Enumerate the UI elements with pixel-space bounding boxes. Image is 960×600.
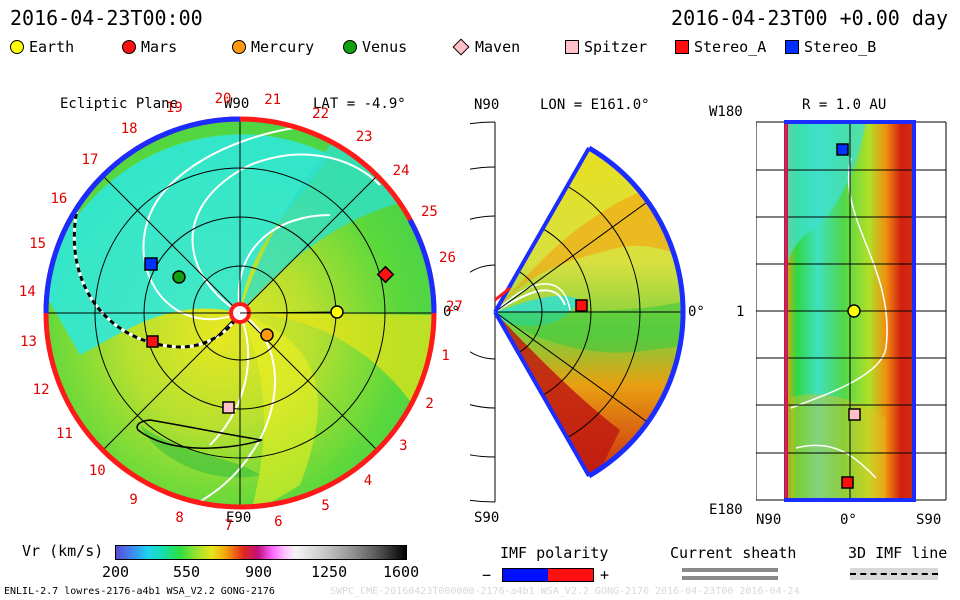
carrington-label: 17 <box>81 151 99 168</box>
colorbar-tick-1250: 1250 <box>311 563 348 581</box>
current-sheath-line-2 <box>682 576 778 580</box>
ecliptic-right-label: 0° <box>443 304 460 320</box>
radial-earth-marker <box>847 304 861 318</box>
carrington-label: 10 <box>88 463 106 480</box>
radial-r-label: R = 1.0 AU <box>802 97 887 113</box>
legend-spitzer: Spitzer <box>565 38 647 56</box>
carrington-label: 4 <box>363 472 373 489</box>
mars-marker-icon <box>122 40 136 54</box>
radial-spitzer-marker <box>848 408 861 421</box>
right-timestamp: 2016-04-23T00 +0.00 day <box>671 6 948 30</box>
radial-e180-label: E180 <box>709 502 743 518</box>
carrington-label: 23 <box>355 129 373 146</box>
meridional-s90-label: S90 <box>474 510 500 526</box>
imf-polarity-bar <box>502 568 594 582</box>
meridional-n90-label: N90 <box>474 97 500 113</box>
imf-polarity-title: IMF polarity <box>500 544 609 562</box>
meridional-panel <box>470 121 686 503</box>
imf3d-line-swatch <box>850 568 938 580</box>
carrington-label: 16 <box>50 190 68 207</box>
radial-stereo-b-marker <box>836 143 849 156</box>
mercury-marker-icon <box>232 40 246 54</box>
carrington-label: 21 <box>264 92 282 109</box>
carrington-label: 12 <box>32 381 50 398</box>
legend-mars: Mars <box>122 38 177 56</box>
carrington-label: 3 <box>399 437 408 454</box>
radial-zero-label: 0° <box>840 512 857 528</box>
model-info: ENLIL-2.7 lowres-2176-a4b1 WSA_V2.2 GONG… <box>4 586 275 597</box>
radial-panel <box>756 120 947 502</box>
ecliptic-title: Ecliptic Plane <box>60 96 179 112</box>
carrington-label: 2 <box>425 395 434 412</box>
carrington-label: 22 <box>312 105 330 122</box>
carrington-label: 20 <box>214 90 232 107</box>
imf-plus-label: + <box>600 566 610 584</box>
ecliptic-stereo-b-marker <box>144 257 158 271</box>
radial-n90-label: N90 <box>756 512 782 528</box>
colorbar-title: Vr (km/s) <box>22 542 104 560</box>
spitzer-marker-icon <box>565 40 579 54</box>
venus-marker-icon <box>343 40 357 54</box>
meridional-stereo-a-marker <box>575 299 588 312</box>
carrington-label: 7 <box>224 517 233 534</box>
legend-stereo-b: Stereo_B <box>785 38 876 56</box>
stereo-b-marker-icon <box>785 40 799 54</box>
ecliptic-top-label: W90 <box>224 96 250 112</box>
ecliptic-maven-marker <box>376 265 395 284</box>
carrington-label: 18 <box>120 121 138 138</box>
radial-s90-label: S90 <box>916 512 942 528</box>
carrington-label: 19 <box>165 100 183 117</box>
meridional-right-label: 0° <box>688 304 705 320</box>
legend-earth: Earth <box>10 38 74 56</box>
carrington-label: 13 <box>20 333 37 350</box>
carrington-label: 15 <box>29 235 47 252</box>
ecliptic-spitzer-marker <box>222 401 235 414</box>
legend-maven: Maven <box>452 38 520 56</box>
ecliptic-stereo-a-marker <box>146 335 159 348</box>
vr-colorbar <box>115 545 407 560</box>
ecliptic-mercury-marker <box>260 328 274 342</box>
ecliptic-lat-label: LAT = -4.9° <box>313 96 406 112</box>
colorbar-tick-900: 900 <box>245 563 273 581</box>
carrington-label: 14 <box>18 284 36 301</box>
carrington-label: 27 <box>445 299 463 315</box>
carrington-label: 26 <box>439 249 456 266</box>
carrington-label: 11 <box>56 425 73 442</box>
current-sheath-title: Current sheath <box>670 544 797 562</box>
imf3d-title: 3D IMF line <box>848 544 948 562</box>
legend-mercury: Mercury <box>232 38 314 56</box>
carrington-label: 24 <box>392 162 410 179</box>
radial-mid-label: 1 <box>736 304 745 320</box>
body-legend: Earth Mars Mercury Venus Maven Spitzer S… <box>10 38 950 60</box>
current-sheath-line-1 <box>682 568 778 572</box>
carrington-label: 1 <box>441 348 450 365</box>
colorbar-tick-550: 550 <box>173 563 201 581</box>
carrington-label: 5 <box>321 498 330 515</box>
meridional-lon-label: LON = E161.0° <box>540 97 650 113</box>
carrington-label: 8 <box>175 510 184 527</box>
legend-venus: Venus <box>343 38 407 56</box>
carrington-label: 25 <box>420 203 438 220</box>
imf-minus-label: − <box>482 566 492 584</box>
carrington-label: 9 <box>129 491 138 508</box>
colorbar-tick-200: 200 <box>102 563 130 581</box>
stereo-a-marker-icon <box>675 40 689 54</box>
ecliptic-bottom-label: E90 <box>226 510 252 526</box>
maven-marker-icon <box>452 38 470 56</box>
ecliptic-earth-marker <box>330 305 344 319</box>
legend-stereo-a: Stereo_A <box>675 38 766 56</box>
earth-marker-icon <box>10 40 24 54</box>
run-info: SWPC_CME-20160423T000000-2176-a4b1 WSA_V… <box>330 586 800 597</box>
left-timestamp: 2016-04-23T00:00 <box>10 6 203 30</box>
carrington-label: 6 <box>274 513 283 530</box>
ecliptic-venus-marker <box>172 270 186 284</box>
ecliptic-plane-panel <box>43 116 437 510</box>
radial-w180-label: W180 <box>709 104 743 120</box>
colorbar-tick-1600: 1600 <box>383 563 420 581</box>
radial-stereo-a-marker <box>841 476 854 489</box>
